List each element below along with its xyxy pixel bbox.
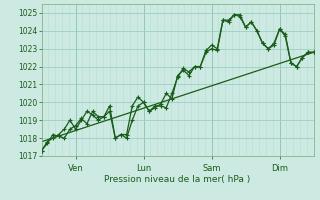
X-axis label: Pression niveau de la mer( hPa ): Pression niveau de la mer( hPa ) xyxy=(104,175,251,184)
